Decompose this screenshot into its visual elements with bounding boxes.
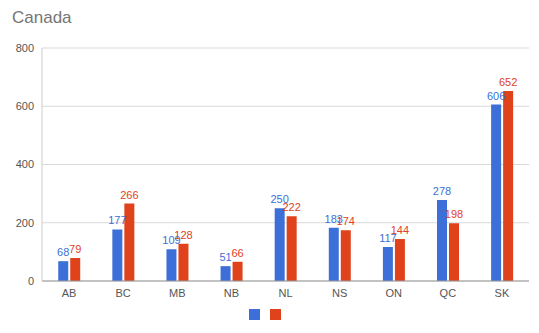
svg-text:174: 174 xyxy=(337,215,355,227)
svg-text:117: 117 xyxy=(379,231,397,244)
svg-text:AB: AB xyxy=(62,287,77,299)
svg-text:198: 198 xyxy=(445,208,463,220)
svg-text:200: 200 xyxy=(16,217,34,229)
svg-text:0: 0 xyxy=(28,275,34,287)
svg-text:109: 109 xyxy=(162,234,181,247)
svg-text:177: 177 xyxy=(108,214,126,226)
svg-text:51: 51 xyxy=(219,251,231,263)
html-text:Canada: Canada xyxy=(12,8,72,27)
svg-text:222: 222 xyxy=(282,201,300,213)
svg-text:ON: ON xyxy=(385,287,402,299)
svg-text:606: 606 xyxy=(487,90,505,102)
svg-text:183: 183 xyxy=(324,212,343,225)
svg-text:68: 68 xyxy=(57,246,69,258)
svg-text:652: 652 xyxy=(499,76,517,88)
svg-text:66: 66 xyxy=(231,247,243,259)
svg-text:400: 400 xyxy=(16,158,34,170)
svg-text:MB: MB xyxy=(169,287,186,299)
svg-text:SK: SK xyxy=(495,287,510,299)
svg-text:BC: BC xyxy=(116,287,131,299)
svg-text:278: 278 xyxy=(433,185,451,197)
svg-text:NB: NB xyxy=(224,287,239,299)
svg-text:144: 144 xyxy=(391,224,409,236)
svg-text:NL: NL xyxy=(278,287,292,299)
svg-text:250: 250 xyxy=(270,193,289,206)
svg-text:QC: QC xyxy=(440,287,457,299)
svg-text:128: 128 xyxy=(174,229,192,241)
svg-text:266: 266 xyxy=(120,189,138,201)
svg-text:79: 79 xyxy=(69,243,81,255)
svg-text:NS: NS xyxy=(332,287,347,299)
svg-text:800: 800 xyxy=(16,42,34,54)
svg-text:600: 600 xyxy=(16,100,34,112)
